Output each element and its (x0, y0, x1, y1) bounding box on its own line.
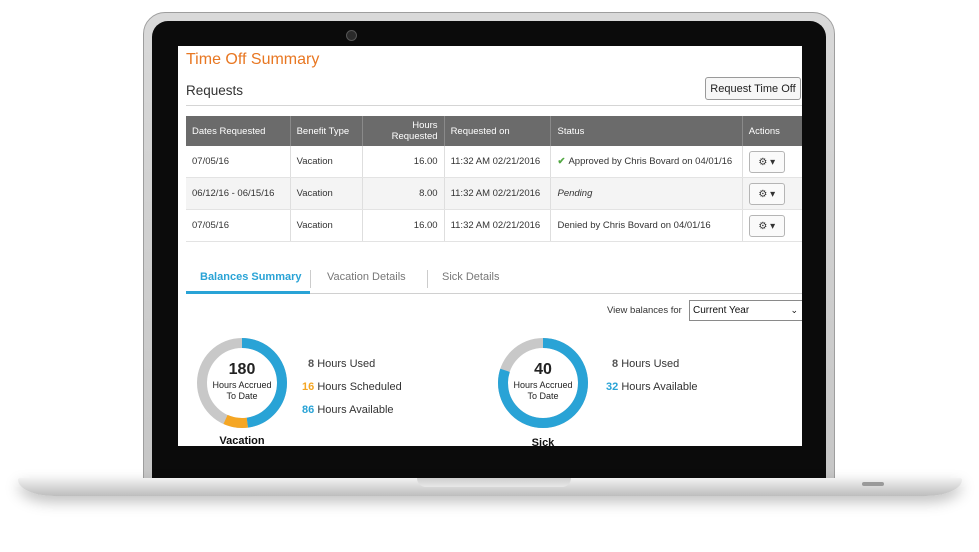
chevron-down-icon: ⌄ (790, 305, 798, 315)
vacation-label: Vacation (219, 435, 265, 446)
tab-vacation-details[interactable]: Vacation Details (327, 271, 406, 283)
gear-icon: ⚙ (758, 188, 768, 200)
vacation-used-value: 8 (308, 358, 315, 370)
active-tab-indicator (186, 291, 310, 294)
laptop-indicator (862, 482, 884, 486)
sick-available: 32 Hours Available (606, 381, 698, 393)
vacation-available-value: 86 (302, 404, 315, 416)
cell-hours: 8.00 (362, 177, 445, 210)
sick-available-value: 32 (606, 381, 619, 393)
cell-type: Vacation (290, 177, 363, 210)
vacation-available-label: Hours Available (317, 404, 394, 416)
cell-requested-on: 11:32 AM 02/21/2016 (444, 209, 552, 242)
row-actions-button[interactable]: ⚙ ▾ (748, 182, 785, 205)
vacation-scheduled-arc (197, 338, 287, 428)
col-hours-requested[interactable]: Hours Requested (362, 116, 445, 146)
cell-status: ✔ Approved by Chris Bovard on 04/01/16 (550, 146, 743, 178)
vacation-used-label: Hours Used (317, 358, 376, 370)
cell-actions: ⚙ ▾ (742, 146, 802, 178)
vacation-donut: 180 Hours Accrued To Date (192, 333, 292, 433)
cell-actions: ⚙ ▾ (742, 177, 802, 210)
sick-available-label: Hours Available (621, 381, 698, 393)
vacation-total-label: Hours Accrued To Date (212, 380, 272, 401)
requests-heading: Requests (186, 83, 244, 98)
page-title: Time Off Summary (186, 51, 320, 68)
gear-icon: ⚙ (758, 156, 768, 168)
vacation-scheduled: 16 Hours Scheduled (302, 381, 402, 393)
sick-label: Sick (531, 437, 555, 446)
vacation-scheduled-label: Hours Scheduled (317, 381, 402, 393)
caret-down-icon: ▾ (770, 156, 776, 168)
table-header-row: Dates Requested Benefit Type Hours Reque… (186, 116, 802, 146)
tab-separator (310, 270, 311, 288)
requests-table: Dates Requested Benefit Type Hours Reque… (186, 116, 802, 242)
gear-icon: ⚙ (758, 220, 768, 232)
tab-sick-details[interactable]: Sick Details (442, 271, 500, 283)
status-text: Approved by Chris Bovard on 04/01/16 (568, 156, 733, 167)
cell-requested-on: 11:32 AM 02/21/2016 (444, 177, 552, 210)
vacation-scheduled-value: 16 (302, 381, 315, 393)
sick-total: 40 (534, 361, 552, 378)
caret-down-icon: ▾ (770, 188, 776, 200)
cell-actions: ⚙ ▾ (742, 209, 802, 242)
vacation-total: 180 (228, 361, 256, 378)
request-time-off-button[interactable]: Request Time Off (705, 77, 801, 100)
cell-status: Denied by Chris Bovard on 04/01/16 (550, 209, 743, 242)
tab-separator (427, 270, 428, 288)
cell-requested-on: 11:32 AM 02/21/2016 (444, 146, 552, 178)
sick-used-label: Hours Used (621, 358, 680, 370)
cell-hours: 16.00 (362, 209, 445, 242)
view-balances-label: View balances for (607, 305, 682, 316)
camera-icon (346, 30, 357, 41)
row-actions-button[interactable]: ⚙ ▾ (748, 150, 785, 173)
cell-type: Vacation (290, 146, 363, 178)
row-actions-button[interactable]: ⚙ ▾ (748, 214, 785, 237)
table-row: 07/05/16 Vacation 16.00 11:32 AM 02/21/2… (186, 146, 802, 178)
sick-donut-ring (498, 338, 588, 428)
divider (186, 105, 802, 106)
col-benefit-type[interactable]: Benefit Type (290, 116, 363, 146)
app-screen: Time Off Summary Requests Request Time O… (178, 46, 802, 446)
cell-dates: 07/05/16 (186, 209, 291, 242)
sick-available-arc (498, 338, 588, 428)
cell-dates: 07/05/16 (186, 146, 291, 178)
vacation-available-arc (197, 338, 287, 428)
balances-tabs: Balances Summary Vacation Details Sick D… (186, 268, 802, 294)
col-requested-on[interactable]: Requested on (444, 116, 552, 146)
period-select[interactable]: Current Year ⌄ (689, 300, 802, 321)
cell-hours: 16.00 (362, 146, 445, 178)
table-row: 07/05/16 Vacation 16.00 11:32 AM 02/21/2… (186, 209, 802, 242)
caret-down-icon: ▾ (770, 220, 776, 232)
col-status[interactable]: Status (550, 116, 743, 146)
vacation-available: 86 Hours Available (302, 404, 394, 416)
sick-total-label: Hours Accrued To Date (513, 380, 573, 401)
vacation-donut-ring (197, 338, 287, 428)
check-icon: ✔ (557, 156, 566, 167)
period-select-value: Current Year (693, 305, 750, 316)
cell-type: Vacation (290, 209, 363, 242)
tab-balances-summary[interactable]: Balances Summary (200, 271, 302, 283)
cell-dates: 06/12/16 - 06/15/16 (186, 177, 291, 210)
laptop-notch (417, 478, 571, 487)
table-row: 06/12/16 - 06/15/16 Vacation 8.00 11:32 … (186, 177, 802, 210)
vacation-used: 8 Hours Used (308, 358, 375, 370)
sick-donut: 40 Hours Accrued To Date (493, 333, 593, 433)
laptop-base (18, 478, 962, 496)
col-dates-requested[interactable]: Dates Requested (186, 116, 291, 146)
sick-used: 8 Hours Used (612, 358, 679, 370)
col-actions: Actions (742, 116, 802, 146)
sick-used-value: 8 (612, 358, 619, 370)
cell-status: Pending (550, 177, 743, 210)
